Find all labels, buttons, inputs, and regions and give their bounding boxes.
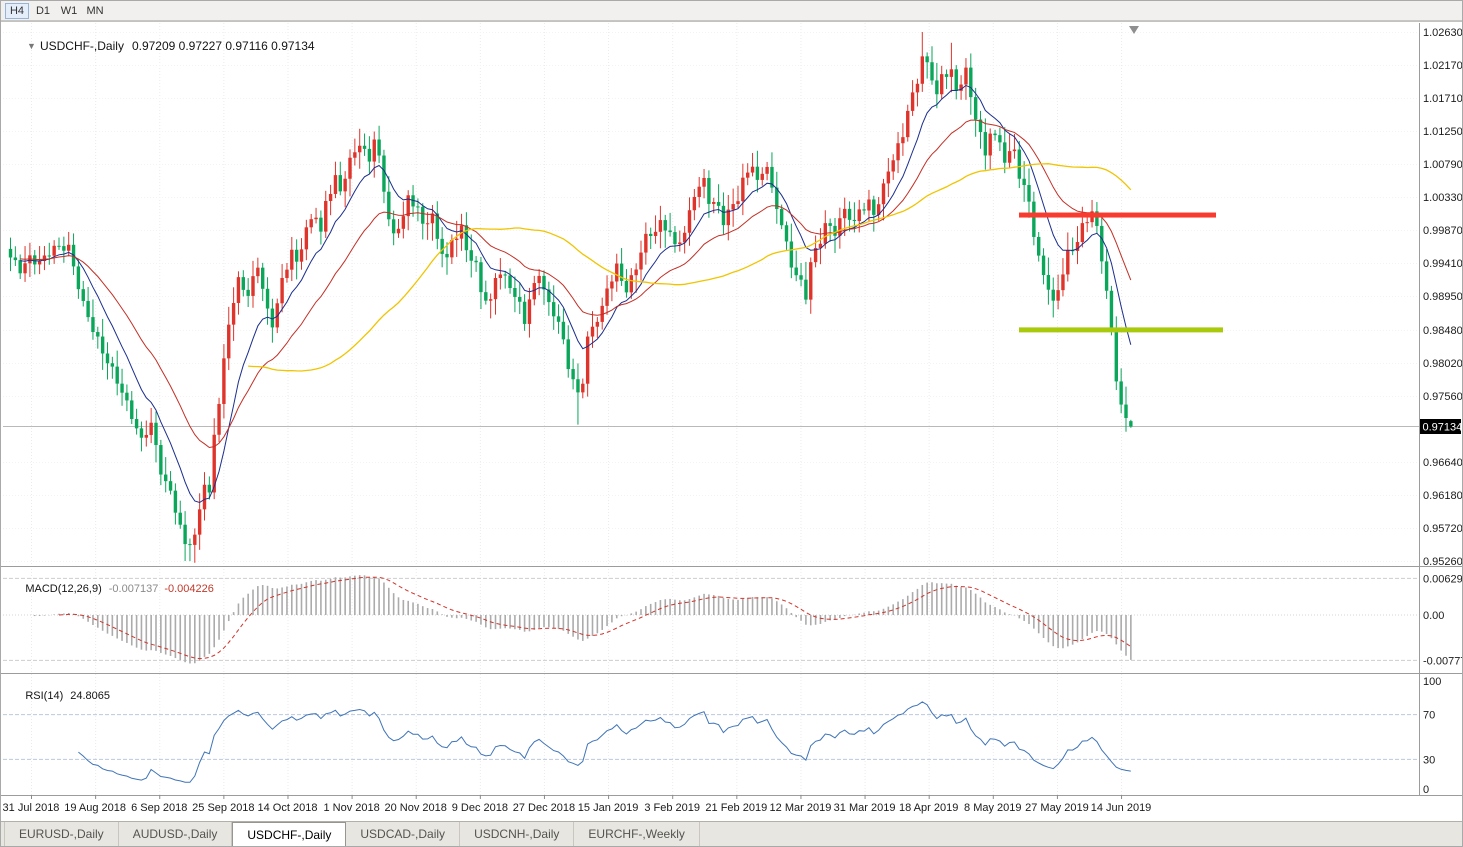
svg-text:1.02170: 1.02170 [1423,60,1462,72]
ma-sma50-line [248,163,1132,372]
svg-text:8 May 2019: 8 May 2019 [964,802,1021,814]
ma-ema25-line [20,119,1132,449]
svg-text:70: 70 [1423,710,1435,722]
svg-text:19 Aug 2018: 19 Aug 2018 [64,802,126,814]
svg-text:21 Feb 2019: 21 Feb 2019 [705,802,767,814]
svg-text:27 May 2019: 27 May 2019 [1025,802,1089,814]
timeframe-button-mn[interactable]: MN [86,4,104,17]
macd-signal-line [58,576,1132,660]
svg-text:1 Nov 2018: 1 Nov 2018 [323,802,379,814]
svg-text:1.00330: 1.00330 [1423,192,1462,204]
chart-canvas[interactable]: 1.02630 1.02170 1.01710 1.01250 1.00790 1.003… [1,21,1462,823]
time-axis: 31 Jul 2018 19 Aug 2018 6 Sep 2018 25 Sep 2… [3,795,1152,814]
svg-text:0.00: 0.00 [1423,610,1444,622]
svg-text:0.95720: 0.95720 [1423,523,1462,535]
macd-histogram [3,575,1419,664]
candles [8,32,1133,563]
current-price-badge: 0.97134 [1420,419,1463,435]
timeframe-button-w1[interactable]: W1 [60,4,78,17]
svg-text:0.98950: 0.98950 [1423,291,1462,303]
collapse-chart-icon[interactable]: ▼ [27,41,36,51]
svg-text:14 Jun 2019: 14 Jun 2019 [1091,802,1152,814]
chart-shift-marker-icon[interactable] [1129,26,1139,34]
chart-tab-usdchf-daily[interactable]: USDCHF-,Daily [232,822,347,846]
svg-text:18 Apr 2019: 18 Apr 2019 [899,802,958,814]
svg-text:3 Feb 2019: 3 Feb 2019 [644,802,700,814]
svg-text:0.95260: 0.95260 [1423,556,1462,568]
chart-tab-usdcad-daily[interactable]: USDCAD-,Daily [346,822,461,846]
timeframe-toolbar: H4 D1 W1 MN [1,1,1462,21]
svg-text:0.99870: 0.99870 [1423,225,1462,237]
chart-tab-usdcnh-daily[interactable]: USDCNH-,Daily [460,822,575,846]
rsi-panel [3,701,1419,783]
resistance-line[interactable] [1019,212,1216,218]
svg-text:6 Sep 2018: 6 Sep 2018 [131,802,187,814]
chart-window: 1.02630 1.02170 1.01710 1.01250 1.00790 1.003… [1,21,1462,821]
chart-tab-audusd-daily[interactable]: AUDUSD-,Daily [119,822,233,846]
svg-text:1.01710: 1.01710 [1423,93,1462,105]
ma-ema10-line [20,84,1132,504]
svg-text:0.97134: 0.97134 [1423,422,1463,434]
svg-text:30: 30 [1423,754,1435,766]
chart-tab-eurusd-daily[interactable]: EURUSD-,Daily [4,822,119,846]
svg-text:31 Jul 2018: 31 Jul 2018 [3,802,60,814]
svg-text:0.96640: 0.96640 [1423,457,1462,469]
grid-lines [3,23,1419,795]
svg-text:0: 0 [1423,784,1429,796]
svg-text:31 Mar 2019: 31 Mar 2019 [834,802,896,814]
svg-text:12 Mar 2019: 12 Mar 2019 [770,802,832,814]
chart-tab-bar: EURUSD-,Daily AUDUSD-,Daily USDCHF-,Daily U… [1,821,1462,846]
svg-text:1.02630: 1.02630 [1423,27,1462,39]
svg-text:1.00790: 1.00790 [1423,159,1462,171]
svg-text:15 Jan 2019: 15 Jan 2019 [578,802,639,814]
svg-text:0.96180: 0.96180 [1423,490,1462,502]
timeframe-button-h4[interactable]: H4 [5,2,29,19]
price-axis: 1.02630 1.02170 1.01710 1.01250 1.00790 1.003… [1423,27,1462,796]
support-line[interactable] [1019,327,1223,333]
timeframe-button-d1[interactable]: D1 [35,4,51,17]
rsi-line [78,701,1131,783]
svg-text:25 Sep 2018: 25 Sep 2018 [192,802,254,814]
svg-text:0.006293: 0.006293 [1423,573,1462,585]
svg-text:0.98480: 0.98480 [1423,325,1462,337]
svg-text:20 Nov 2018: 20 Nov 2018 [385,802,447,814]
svg-text:100: 100 [1423,676,1441,688]
svg-text:0.97560: 0.97560 [1423,391,1462,403]
svg-text:9 Dec 2018: 9 Dec 2018 [452,802,508,814]
svg-text:14 Oct 2018: 14 Oct 2018 [258,802,318,814]
svg-text:1.01250: 1.01250 [1423,126,1462,138]
svg-text:0.98020: 0.98020 [1423,358,1462,370]
svg-text:-0.007777: -0.007777 [1423,655,1462,667]
svg-text:0.99410: 0.99410 [1423,258,1462,270]
chart-tab-eurchf-weekly[interactable]: EURCHF-,Weekly [574,822,700,846]
svg-text:27 Dec 2018: 27 Dec 2018 [513,802,575,814]
